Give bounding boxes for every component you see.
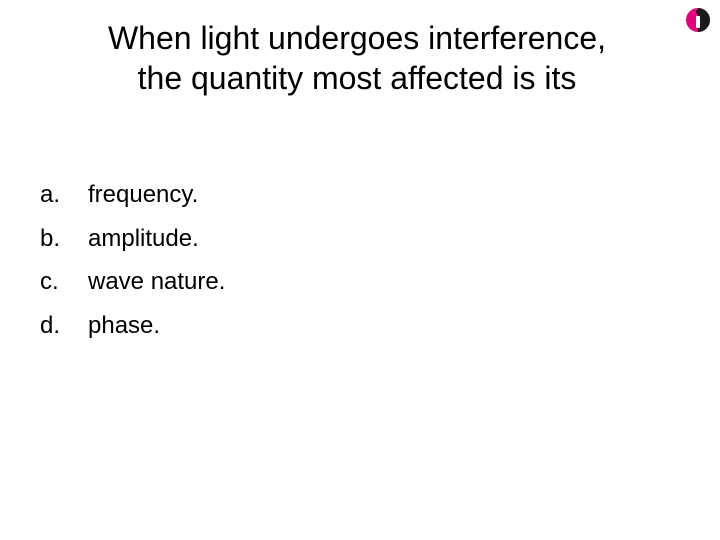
- option-text: phase.: [88, 309, 160, 343]
- option-c: c. wave nature.: [40, 265, 225, 299]
- option-letter: b.: [40, 222, 88, 256]
- option-d: d. phase.: [40, 309, 225, 343]
- title-line-2: the quantity most affected is its: [138, 60, 577, 96]
- option-b: b. amplitude.: [40, 222, 225, 256]
- answer-options-list: a. frequency. b. amplitude. c. wave natu…: [40, 178, 225, 352]
- option-text: amplitude.: [88, 222, 199, 256]
- title-line-1: When light undergoes interference,: [108, 20, 606, 56]
- option-letter: a.: [40, 178, 88, 212]
- question-title: When light undergoes interference, the q…: [72, 18, 642, 98]
- option-text: wave nature.: [88, 265, 225, 299]
- option-letter: c.: [40, 265, 88, 299]
- option-letter: d.: [40, 309, 88, 343]
- brand-logo-icon: [684, 6, 712, 34]
- option-a: a. frequency.: [40, 178, 225, 212]
- option-text: frequency.: [88, 178, 198, 212]
